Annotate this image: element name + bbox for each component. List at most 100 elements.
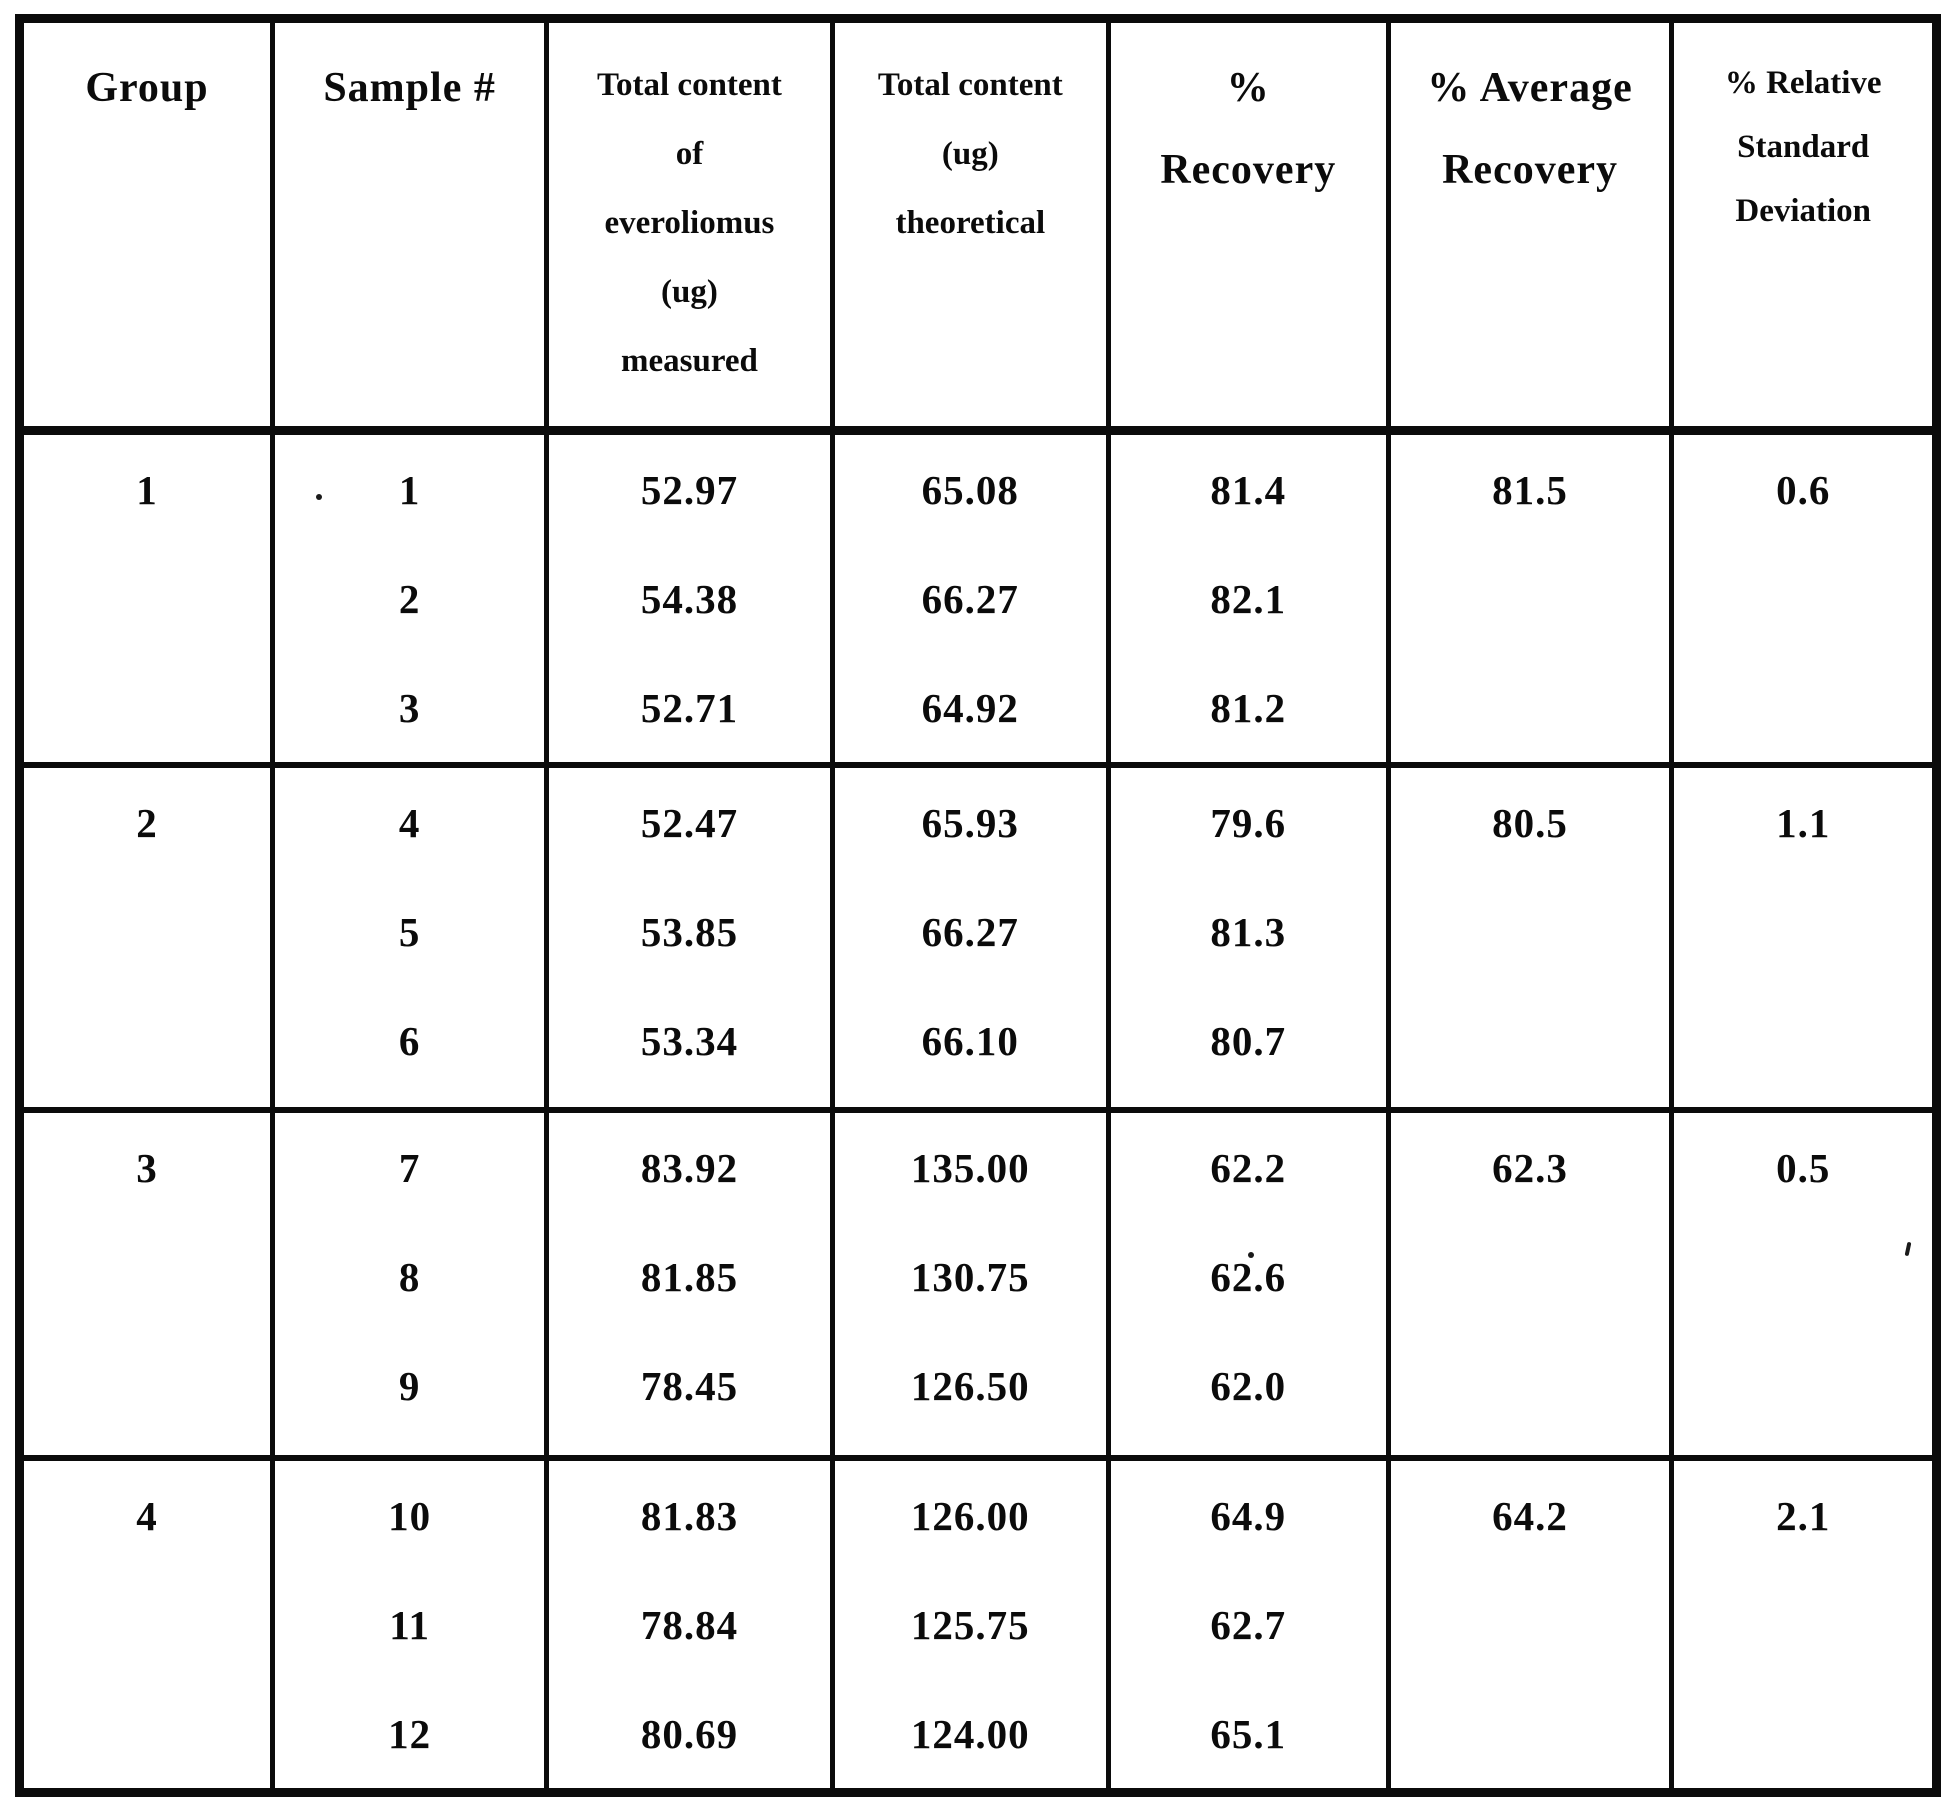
recovery-value: 62.6 <box>1210 1253 1287 1300</box>
group-number: 3 <box>136 1144 158 1191</box>
average-recovery-value: 62.3 <box>1492 1144 1568 1191</box>
theoretical-value: 65.93 <box>921 799 1019 846</box>
recovery-value: 81.4 <box>1210 466 1287 513</box>
header-rsd-line: % Relative <box>1724 64 1882 101</box>
group-number: 2 <box>136 799 158 846</box>
theoretical-cell: 135.00 130.75 126.50 <box>829 1107 1111 1461</box>
group-number: 4 <box>136 1492 158 1539</box>
rsd-value: 2.1 <box>1776 1492 1831 1539</box>
sample-number: 1 <box>398 466 421 513</box>
group-row: 2 4 5 6 52.47 53.85 53.34 <box>16 762 1939 1113</box>
recovery-value: 64.9 <box>1210 1492 1287 1539</box>
sample-number: 6 <box>398 1017 421 1064</box>
recovery-cell: 62.2 62.6 62.0 <box>1105 1107 1391 1461</box>
group-row: 4 10 11 12 81.83 78.84 80.69 <box>16 1455 1939 1795</box>
theoretical-value: 124.00 <box>910 1710 1030 1757</box>
sample-number: 7 <box>398 1144 421 1191</box>
measured-value: 52.97 <box>640 466 739 513</box>
header-rsd-line: Standard <box>1737 128 1870 165</box>
rsd-value: 0.5 <box>1776 1144 1831 1191</box>
recovery-value: 81.3 <box>1210 908 1287 955</box>
header-sample-label: Sample # <box>323 65 496 111</box>
group-cell: 1 <box>16 427 276 768</box>
measured-cell: 83.92 81.85 78.45 <box>544 1107 835 1461</box>
measured-cell: 52.47 53.85 53.34 <box>544 762 835 1113</box>
measured-value: 53.85 <box>640 908 739 955</box>
header-measured-line: of <box>675 136 704 172</box>
rsd-cell: 2.1 <box>1669 1455 1939 1795</box>
recovery-value: 82.1 <box>1210 575 1287 622</box>
header-group-label: Group <box>85 65 209 111</box>
theoretical-cell: 126.00 125.75 124.00 <box>829 1455 1111 1795</box>
measured-value: 83.92 <box>640 1144 739 1191</box>
theoretical-value: 130.75 <box>910 1253 1030 1300</box>
measured-value: 78.84 <box>640 1601 739 1648</box>
sample-number: 12 <box>388 1710 432 1757</box>
recovery-value: 62.7 <box>1210 1601 1287 1648</box>
recovery-value: 65.1 <box>1210 1710 1287 1757</box>
header-group: Group <box>16 16 276 435</box>
header-average-recovery-line: Recovery <box>1442 147 1618 193</box>
group-cell: 3 <box>16 1107 276 1461</box>
average-recovery-cell: 81.5 <box>1385 427 1675 768</box>
rsd-cell: 1.1 <box>1669 762 1939 1113</box>
sample-cell: 10 11 12 <box>270 1455 550 1795</box>
theoretical-value: 66.27 <box>921 908 1019 955</box>
header-theoretical-line: (ug) <box>941 136 999 172</box>
header-recovery-line: % <box>1226 65 1270 111</box>
scan-speck <box>316 494 322 500</box>
average-recovery-cell: 80.5 <box>1385 762 1675 1113</box>
sample-number: 4 <box>398 799 421 846</box>
sample-cell: 1 2 3 <box>270 427 550 768</box>
group-row: 1 1 2 3 52.97 54.38 52.71 <box>16 427 1939 768</box>
measured-value: 78.45 <box>640 1362 739 1409</box>
header-measured-line: Total content <box>597 67 782 103</box>
measured-value: 52.47 <box>640 799 739 846</box>
recovery-value: 62.2 <box>1210 1144 1287 1191</box>
theoretical-value: 126.50 <box>910 1362 1030 1409</box>
sample-number: 2 <box>398 575 421 622</box>
group-cell: 4 <box>16 1455 276 1795</box>
group-row: 3 7 8 9 83.92 81.85 78.45 <box>16 1107 1939 1461</box>
sample-cell: 4 5 6 <box>270 762 550 1113</box>
header-recovery-line: Recovery <box>1160 147 1337 193</box>
header-theoretical-line: Total content <box>877 67 1063 103</box>
header-rsd-line: Deviation <box>1735 192 1872 229</box>
theoretical-value: 125.75 <box>910 1601 1030 1648</box>
theoretical-cell: 65.93 66.27 66.10 <box>829 762 1111 1113</box>
header-measured: Total content of everoliomus (ug) measur… <box>544 16 835 435</box>
average-recovery-value: 81.5 <box>1492 466 1568 513</box>
measured-value: 52.71 <box>640 684 739 731</box>
measured-value: 80.69 <box>640 1710 739 1757</box>
sample-cell: 7 8 9 <box>270 1107 550 1461</box>
average-recovery-value: 64.2 <box>1492 1492 1568 1539</box>
rsd-cell: 0.5 <box>1669 1107 1939 1461</box>
group-number: 1 <box>136 466 158 513</box>
sample-number: 3 <box>398 684 421 731</box>
measured-value: 54.38 <box>640 575 739 622</box>
recovery-value: 62.0 <box>1210 1362 1287 1409</box>
theoretical-value: 135.00 <box>910 1144 1030 1191</box>
header-rsd: % Relative Standard Deviation <box>1669 16 1939 435</box>
sample-number: 11 <box>389 1601 430 1648</box>
header-measured-line: (ug) <box>661 274 718 310</box>
recovery-cell: 81.4 82.1 81.2 <box>1105 427 1391 768</box>
recovery-value: 81.2 <box>1210 684 1287 731</box>
header-theoretical-line: theoretical <box>895 205 1046 241</box>
rsd-value: 1.1 <box>1776 799 1831 846</box>
measured-value: 81.85 <box>640 1253 739 1300</box>
recovery-table: Group Sample # Total content of everolio… <box>15 14 1941 1797</box>
sample-number: 8 <box>398 1253 421 1300</box>
rsd-cell: 0.6 <box>1669 427 1939 768</box>
theoretical-value: 126.00 <box>910 1492 1030 1539</box>
measured-value: 53.34 <box>640 1017 739 1064</box>
theoretical-cell: 65.08 66.27 64.92 <box>829 427 1111 768</box>
measured-cell: 81.83 78.84 80.69 <box>544 1455 835 1795</box>
recovery-value: 79.6 <box>1210 799 1287 846</box>
header-recovery: % Recovery <box>1105 16 1391 435</box>
average-recovery-cell: 62.3 <box>1385 1107 1675 1461</box>
header-average-recovery: % Average Recovery <box>1385 16 1675 435</box>
header-sample: Sample # <box>270 16 550 435</box>
group-cell: 2 <box>16 762 276 1113</box>
